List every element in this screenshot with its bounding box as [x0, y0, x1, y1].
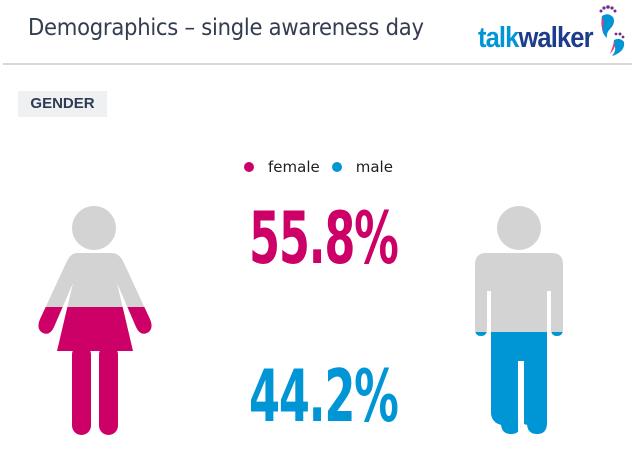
legend-label-female: female	[268, 158, 320, 176]
legend-item-female: female	[244, 158, 320, 176]
page-title: Demographics – single awareness day	[28, 15, 424, 41]
logo-text-walker: walker	[518, 22, 593, 54]
male-figure-icon	[475, 206, 563, 434]
female-percentage: 55.8%	[249, 196, 399, 280]
male-percentage: 44.2%	[249, 354, 399, 438]
legend-dot-male-icon	[331, 162, 342, 172]
chart-legend: female male	[244, 157, 405, 177]
header: Demographics – single awareness day talk…	[0, 0, 632, 65]
section-label-gender: GENDER	[18, 91, 107, 117]
talkwalker-logo: talkwalker	[478, 4, 628, 59]
legend-dot-female-icon	[244, 162, 254, 172]
logo-text-talk: talk	[478, 22, 519, 54]
header-divider	[3, 63, 632, 65]
female-figure-icon	[38, 206, 152, 435]
footprints-icon	[599, 5, 625, 56]
legend-item-male: male	[331, 158, 393, 176]
legend-label-male: male	[355, 158, 393, 176]
